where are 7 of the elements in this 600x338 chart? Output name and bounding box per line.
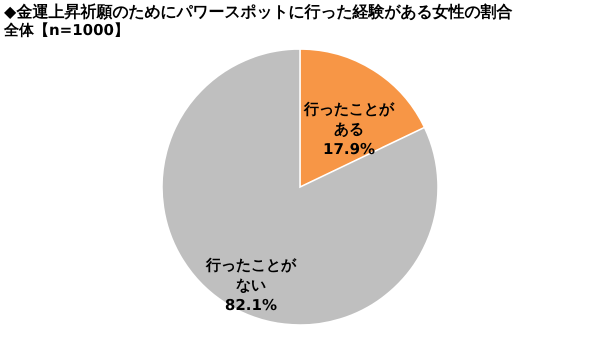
chart-subtitle: 全体【n=1000】: [3, 21, 129, 39]
chart-title: ◆金運上昇祈願のためにパワースポットに行った経験がある女性の割合: [4, 2, 512, 21]
data-label: 82.1%: [224, 296, 277, 314]
pie-slice: [161, 48, 439, 326]
slice-label: 行ったことがない: [204, 256, 297, 294]
slice-label: 行ったことがある: [303, 100, 396, 138]
data-label: 17.9%: [323, 140, 376, 158]
